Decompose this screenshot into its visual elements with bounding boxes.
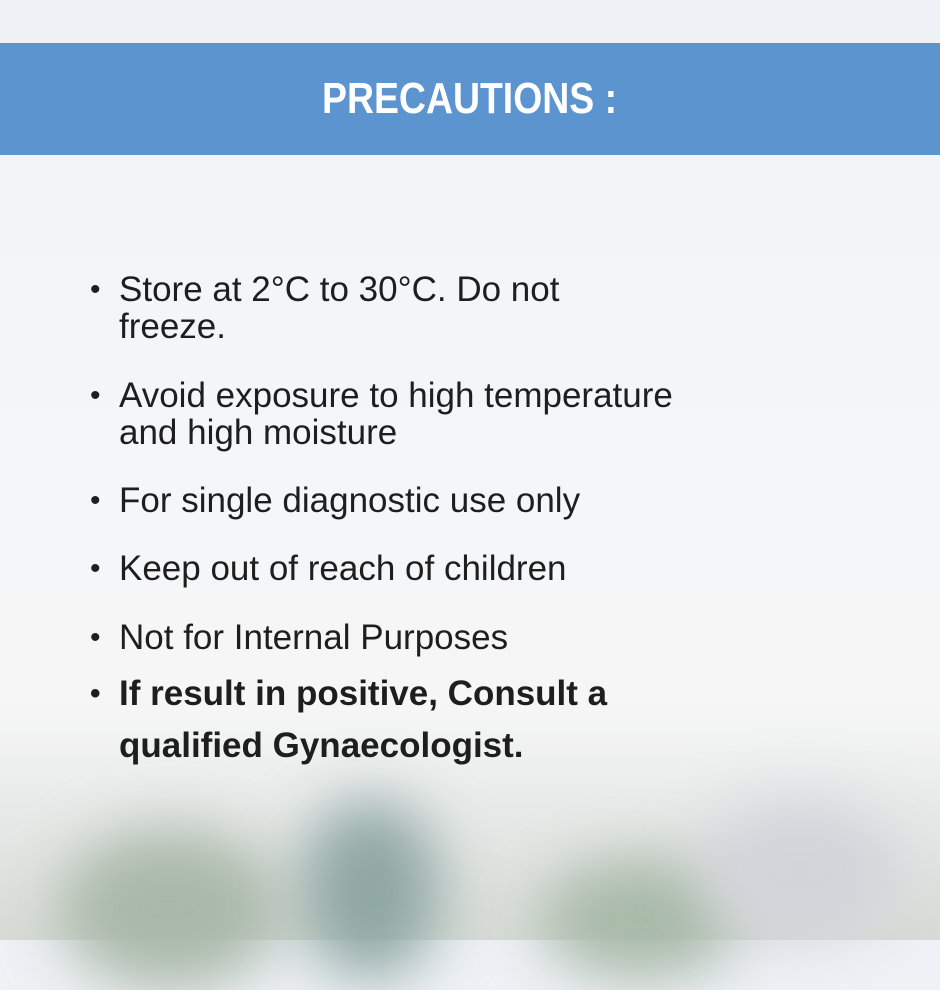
item-text: Avoid exposure to high temperature and h… bbox=[119, 376, 673, 452]
list-item: • For single diagnostic use only bbox=[90, 482, 770, 519]
item-text: Keep out of reach of children bbox=[119, 549, 567, 588]
page-title: PRECAUTIONS : bbox=[322, 74, 618, 123]
list-item-warning: • If result in positive, Consult a qualif… bbox=[90, 668, 710, 772]
item-text: For single diagnostic use only bbox=[119, 481, 581, 520]
list-item: • Not for Internal Purposes bbox=[90, 619, 770, 656]
bullet-icon: • bbox=[90, 552, 101, 585]
item-text: Store at 2°C to 30°C. Do not freeze. bbox=[119, 270, 560, 346]
header-banner: PRECAUTIONS : bbox=[0, 43, 940, 155]
background-blur bbox=[300, 800, 440, 980]
item-text: If result in positive, Consult a qualifi… bbox=[119, 674, 608, 765]
item-text: Not for Internal Purposes bbox=[119, 618, 509, 657]
bullet-icon: • bbox=[90, 273, 101, 306]
list-item: • Keep out of reach of children bbox=[90, 550, 770, 587]
list-item: • Avoid exposure to high temperature and … bbox=[90, 377, 730, 451]
bullet-icon: • bbox=[90, 621, 101, 654]
bullet-icon: • bbox=[90, 379, 101, 412]
background-blur bbox=[60, 830, 280, 990]
list-item: • Store at 2°C to 30°C. Do not freeze. bbox=[90, 271, 650, 345]
bullet-icon: • bbox=[90, 484, 101, 517]
bullet-icon: • bbox=[90, 677, 101, 710]
background-blur bbox=[700, 800, 900, 940]
